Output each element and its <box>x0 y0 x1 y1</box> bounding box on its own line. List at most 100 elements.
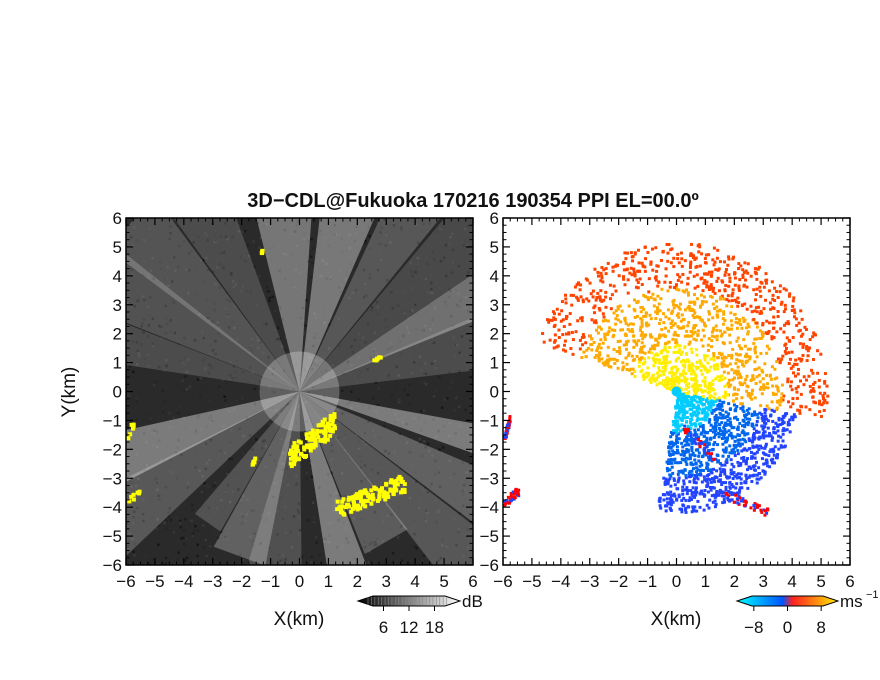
velocity-pixel <box>686 282 690 286</box>
noise-pixel <box>304 387 307 390</box>
velocity-pixel <box>669 261 673 265</box>
velocity-pixel <box>665 497 669 501</box>
noise-pixel <box>253 532 256 535</box>
velocity-pixel <box>671 452 675 456</box>
velocity-pixel <box>648 333 652 337</box>
noise-pixel <box>280 437 283 441</box>
velocity-pixel <box>695 273 699 277</box>
highlight-echo <box>377 496 382 501</box>
velocity-pixel <box>770 408 774 412</box>
velocity-pixel <box>602 298 606 302</box>
velocity-pixel <box>792 296 796 300</box>
y-tick-label: 2 <box>113 325 122 344</box>
velocity-pixel <box>633 375 637 379</box>
velocity-pixel <box>665 242 669 246</box>
velocity-pixel <box>764 279 768 283</box>
velocity-pixel <box>665 466 669 470</box>
velocity-pixel <box>693 286 697 290</box>
noise-pixel <box>202 258 205 262</box>
velocity-pixel <box>594 328 598 332</box>
noise-pixel <box>152 471 155 475</box>
velocity-pixel <box>596 345 600 349</box>
velocity-pixel <box>669 248 673 252</box>
noise-pixel <box>441 538 444 541</box>
noise-pixel <box>414 266 418 269</box>
velocity-pixel <box>676 422 680 426</box>
noise-pixel <box>194 429 198 432</box>
noise-pixel <box>185 537 188 541</box>
noise-pixel <box>346 360 350 364</box>
velocity-pixel <box>661 493 665 497</box>
noise-pixel <box>151 344 154 348</box>
noise-pixel <box>149 221 152 224</box>
velocity-pixel <box>673 345 677 349</box>
velocity-pixel <box>704 272 708 276</box>
velocity-pixel <box>637 339 641 343</box>
velocity-pixel <box>686 434 690 438</box>
highlight-echo <box>304 432 309 437</box>
velocity-pixel <box>783 444 787 448</box>
velocity-pixel <box>707 337 711 341</box>
noise-pixel <box>197 235 200 239</box>
velocity-pixel <box>805 359 809 363</box>
velocity-pixel <box>706 481 710 485</box>
velocity-pixel <box>687 368 691 372</box>
x-tick-label: −6 <box>116 572 135 591</box>
noise-pixel <box>185 387 188 391</box>
noise-pixel <box>204 256 208 260</box>
noise-pixel <box>370 423 374 426</box>
velocity-pixel <box>697 451 701 455</box>
velocity-pixel <box>668 382 672 386</box>
noise-pixel <box>450 315 453 318</box>
noise-pixel <box>172 531 176 534</box>
noise-pixel <box>250 509 254 512</box>
velocity-pixel <box>657 280 661 284</box>
noise-pixel <box>392 224 396 227</box>
velocity-pixel <box>656 284 660 288</box>
velocity-pixel <box>587 299 591 303</box>
noise-pixel <box>253 265 257 268</box>
velocity-pixel <box>692 316 696 320</box>
velocity-pixel <box>688 266 692 270</box>
velocity-pixel <box>685 462 689 466</box>
velocity-pixel <box>757 366 761 370</box>
noise-pixel <box>267 356 270 359</box>
noise-pixel <box>323 348 326 352</box>
velocity-pixel <box>798 342 802 346</box>
velocity-pixel <box>735 372 739 376</box>
highlight-echo <box>253 456 258 461</box>
highlight-echo <box>346 497 351 502</box>
noise-pixel <box>130 481 133 485</box>
velocity-pixel <box>723 450 727 454</box>
noise-pixel <box>200 490 204 494</box>
noise-pixel <box>430 287 433 291</box>
velocity-pixel <box>724 410 728 414</box>
velocity-pixel <box>781 429 785 433</box>
velocity-pixel <box>739 402 743 406</box>
velocity-pixel <box>736 425 740 429</box>
velocity-pixel <box>754 429 758 433</box>
velocity-pixel <box>736 433 740 437</box>
noise-pixel <box>333 508 336 512</box>
highlight-echo <box>351 498 356 503</box>
noise-pixel <box>452 289 455 293</box>
velocity-pixel <box>676 402 680 406</box>
noise-pixel <box>281 480 285 483</box>
velocity-pixel <box>770 337 774 341</box>
noise-pixel <box>413 520 417 523</box>
noise-pixel <box>187 291 190 295</box>
noise-pixel <box>307 291 310 295</box>
velocity-pixel <box>706 431 710 435</box>
velocity-edge-pixel <box>506 495 510 499</box>
velocity-pixel <box>579 295 583 299</box>
noise-pixel <box>332 504 335 507</box>
velocity-pixel <box>721 501 725 505</box>
velocity-pixel <box>670 461 674 465</box>
noise-pixel <box>228 500 232 504</box>
velocity-pixel <box>748 417 752 421</box>
noise-pixel <box>424 445 427 449</box>
velocity-pixel <box>662 355 666 359</box>
noise-pixel <box>315 364 319 367</box>
velocity-colorbar-tick-label: −8 <box>744 618 763 637</box>
noise-pixel <box>401 421 405 424</box>
